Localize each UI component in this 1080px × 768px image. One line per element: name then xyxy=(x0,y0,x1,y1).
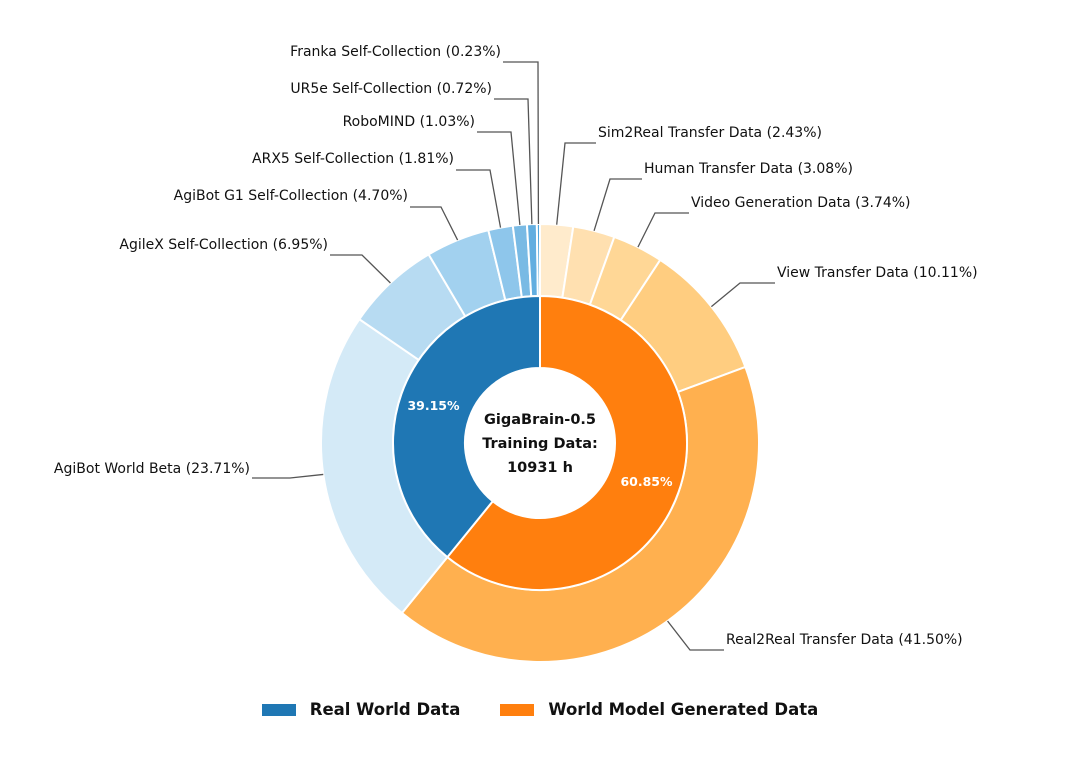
leader-line-sim2real-transfer-data xyxy=(556,142,596,225)
legend-swatch-world-model xyxy=(500,703,535,716)
inner-label-real-world: 39.15% xyxy=(407,398,460,413)
leader-line-agibot-world-beta xyxy=(252,473,324,479)
outer-label-sim2real-transfer-data: Sim2Real Transfer Data (2.43%) xyxy=(598,125,822,141)
center-subtitle: Training Data: xyxy=(482,436,598,452)
legend: Real World Data World Model Generated Da… xyxy=(0,700,1080,719)
leader-line-video-generation-data xyxy=(637,212,689,248)
outer-label-agibot-g1-self-collection: AgiBot G1 Self-Collection (4.70%) xyxy=(174,188,408,204)
leader-lines xyxy=(252,61,775,651)
inner-ring xyxy=(392,294,688,591)
outer-label-franka-self-collection: Franka Self-Collection (0.23%) xyxy=(290,44,501,60)
donut-chart: Sim2Real Transfer Data (2.43%) Human Tran… xyxy=(54,44,978,663)
outer-label-ur5e-self-collection: UR5e Self-Collection (0.72%) xyxy=(290,81,492,97)
outer-slice-franka-self-collection xyxy=(535,222,541,298)
leader-line-human-transfer-data xyxy=(593,178,642,231)
legend-swatch-real-world xyxy=(261,703,296,716)
leader-line-arx5-self-collection xyxy=(456,169,502,228)
legend-item-real-world: Real World Data xyxy=(261,700,461,719)
leader-line-agibot-g1-self-collection xyxy=(410,206,459,241)
center-total-hours: 10931 h xyxy=(507,460,573,476)
inner-slice-real-world xyxy=(392,294,541,559)
outer-label-view-transfer-data: View Transfer Data (10.11%) xyxy=(777,265,978,281)
legend-item-world-model: World Model Generated Data xyxy=(500,700,818,719)
legend-label-real-world: Real World Data xyxy=(309,700,461,719)
center-title: GigaBrain-0.5 xyxy=(484,412,596,428)
legend-label-world-model: World Model Generated Data xyxy=(548,700,819,719)
outer-ring xyxy=(320,222,760,663)
leader-line-view-transfer-data xyxy=(710,282,775,308)
inner-slice-world-model xyxy=(445,294,688,591)
leader-line-agilex-self-collection xyxy=(330,254,391,284)
outer-label-agilex-self-collection: AgileX Self-Collection (6.95%) xyxy=(119,237,328,253)
outer-label-video-generation-data: Video Generation Data (3.74%) xyxy=(691,195,911,211)
outer-label-arx5-self-collection: ARX5 Self-Collection (1.81%) xyxy=(252,151,454,167)
leader-line-real2real-transfer-data xyxy=(667,620,724,651)
leader-line-ur5e-self-collection xyxy=(494,98,533,225)
outer-label-robomind: RoboMIND (1.03%) xyxy=(343,114,475,130)
outer-label-agibot-world-beta: AgiBot World Beta (23.71%) xyxy=(54,461,250,477)
inner-labels: 60.85% 39.15% xyxy=(407,398,673,489)
outer-label-real2real-transfer-data: Real2Real Transfer Data (41.50%) xyxy=(726,632,963,648)
leader-line-robomind xyxy=(477,131,521,225)
outer-labels: Sim2Real Transfer Data (2.43%) Human Tran… xyxy=(54,44,978,648)
inner-label-world-model: 60.85% xyxy=(620,474,673,489)
leader-line-franka-self-collection xyxy=(503,61,540,225)
outer-label-human-transfer-data: Human Transfer Data (3.08%) xyxy=(644,161,853,177)
